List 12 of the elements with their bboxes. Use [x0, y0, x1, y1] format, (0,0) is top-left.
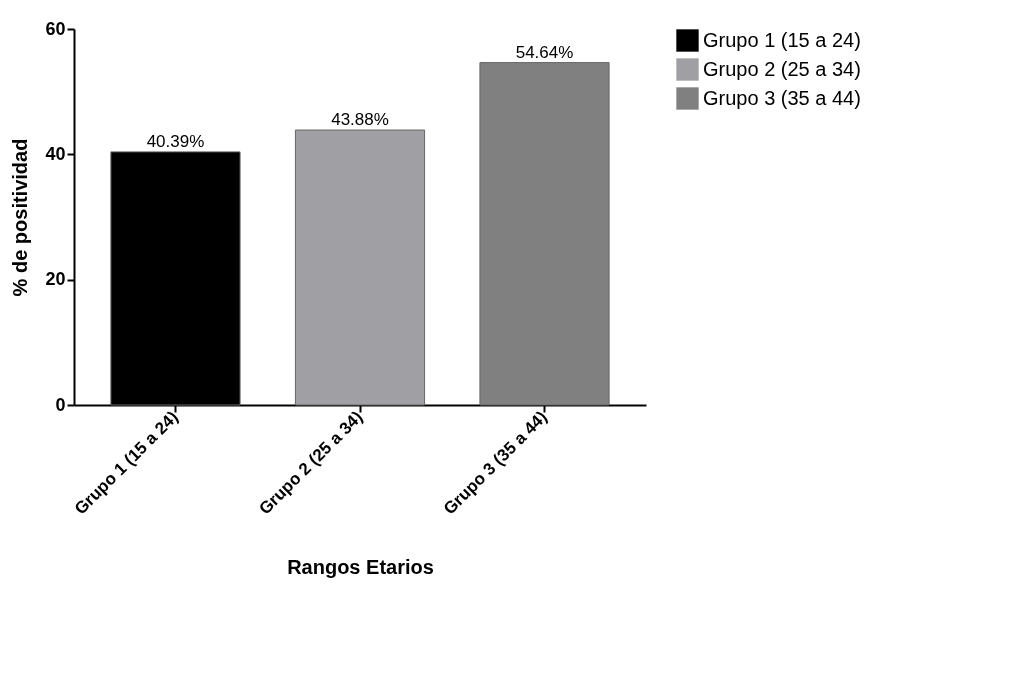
y-axis-title: % de positividad	[9, 138, 32, 297]
data-label: 40.39%	[146, 131, 205, 151]
legend-label: Grupo 1 (15 a 24)	[703, 28, 861, 51]
y-tick-label: 40	[45, 143, 66, 164]
y-tick-label: 0	[55, 394, 66, 415]
data-label: 54.64%	[515, 42, 574, 62]
x-axis-title: Rangos Etarios	[287, 555, 434, 578]
legend-label: Grupo 3 (35 a 44)	[703, 86, 861, 109]
legend-label: Grupo 2 (25 a 34)	[703, 57, 861, 80]
data-label: 43.88%	[331, 110, 389, 130]
y-tick-label: 20	[45, 269, 66, 290]
y-tick-label: 60	[45, 18, 66, 39]
